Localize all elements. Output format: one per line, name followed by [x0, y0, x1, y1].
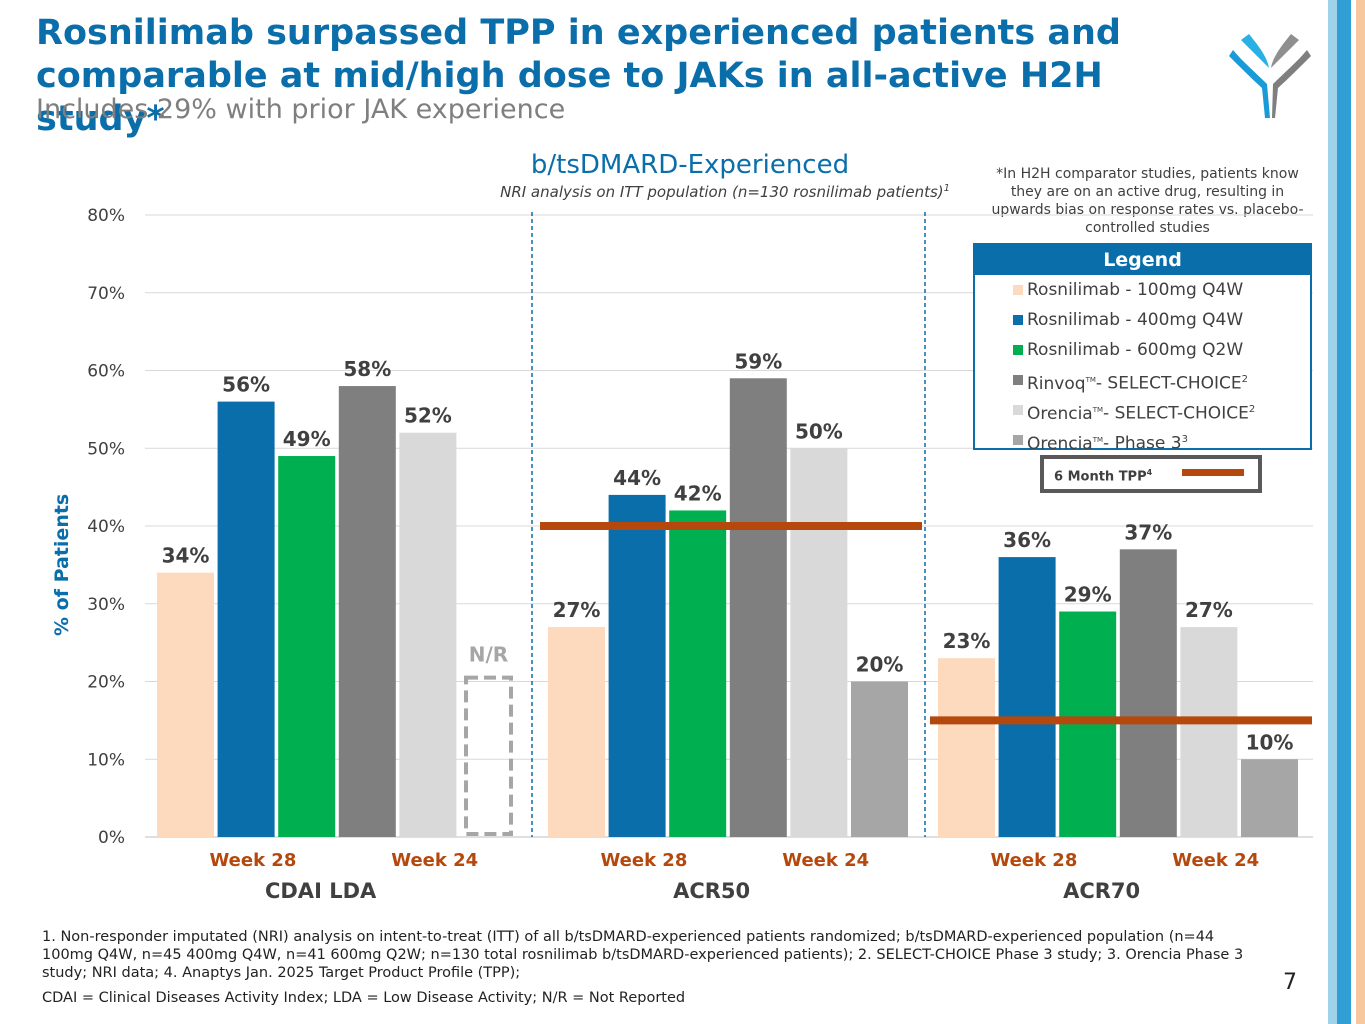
legend-label: Rosnilimab - 100mg Q4W	[1027, 280, 1244, 300]
legend-label: Rosnilimab - 600mg Q2W	[1027, 340, 1244, 360]
legend-item: RinvoqTM- SELECT-CHOICE2	[975, 365, 1310, 395]
bar	[399, 432, 457, 837]
bar	[729, 378, 787, 837]
group-label: ACR70	[1063, 879, 1140, 903]
h2h-note: *In H2H comparator studies, patients kno…	[991, 166, 1304, 236]
bar	[998, 557, 1056, 837]
group-label: ACR50	[673, 879, 750, 903]
bar-data-label: 50%	[795, 419, 843, 443]
legend-label: Rosnilimab - 400mg Q4W	[1027, 310, 1244, 330]
tpp-line-swatch	[1182, 469, 1244, 476]
legend: Legend Rosnilimab - 100mg Q4W Rosnilimab …	[973, 243, 1312, 454]
bar-data-label: 34%	[162, 544, 210, 568]
tpp-label: 6 Month TPP4	[1054, 468, 1153, 485]
legend-label: Rinvoq	[1027, 373, 1086, 394]
footnote: 1. Non-responder imputated (NRI) analysi…	[42, 929, 1244, 981]
abbreviations: CDAI = Clinical Diseases Activity Index;…	[42, 990, 686, 1006]
bar-data-label: 23%	[943, 629, 991, 653]
y-tick-label: 30%	[87, 595, 125, 615]
legend-label: Orencia	[1027, 403, 1093, 424]
legend-item: Rosnilimab - 600mg Q2W	[975, 335, 1310, 365]
bar-data-label: 56%	[222, 373, 270, 397]
y-tick-label: 80%	[87, 206, 125, 226]
legend-swatch	[1013, 405, 1023, 415]
bar	[608, 494, 666, 837]
bar-data-label: 44%	[613, 466, 661, 490]
legend-swatch	[1013, 345, 1023, 355]
week-label: Week 28	[209, 850, 296, 871]
legend-item: Rosnilimab - 400mg Q4W	[975, 305, 1310, 335]
legend-heading: Legend	[975, 245, 1310, 275]
y-axis-label: % of Patients	[51, 494, 73, 636]
y-tick-label: 60%	[87, 362, 125, 382]
group-label: CDAI LDA	[265, 879, 377, 903]
week-label: Week 28	[600, 850, 687, 871]
bar	[278, 456, 336, 837]
bar	[1180, 627, 1238, 837]
bar-data-label: 37%	[1124, 520, 1172, 544]
week-label: Week 28	[990, 850, 1077, 871]
week-label: Week 24	[391, 850, 478, 871]
week-label: Week 24	[782, 850, 869, 871]
bar	[217, 401, 275, 837]
legend-swatch	[1013, 435, 1023, 445]
legend-swatch	[1013, 315, 1023, 325]
bar	[157, 572, 214, 837]
week-label: Week 24	[1172, 850, 1259, 871]
bar-data-label: 49%	[283, 427, 331, 451]
side-stripe-peach	[1356, 0, 1365, 1024]
tpp-legend: 6 Month TPP4	[1040, 455, 1262, 493]
bar-data-label: 10%	[1246, 730, 1294, 754]
bar	[338, 386, 396, 837]
legend-item: OrenciaTM- Phase 33	[975, 425, 1310, 455]
bar-data-label: 36%	[1003, 528, 1051, 552]
bar	[1119, 549, 1177, 837]
y-tick-label: 0%	[98, 828, 125, 848]
slide-subtitle: Includes 29% with prior JAK experience	[36, 94, 566, 125]
bar-data-label: 27%	[553, 598, 601, 622]
y-tick-label: 70%	[87, 284, 125, 304]
bar-data-label: 52%	[404, 404, 452, 428]
bar	[938, 658, 995, 837]
legend-swatch	[1013, 375, 1023, 385]
legend-label: Orencia	[1027, 433, 1093, 454]
legend-item: Rosnilimab - 100mg Q4W	[975, 275, 1310, 305]
company-logo	[1229, 34, 1311, 118]
y-tick-label: 20%	[87, 673, 125, 693]
bar	[548, 627, 605, 837]
legend-swatch	[1013, 285, 1023, 295]
bar	[669, 510, 727, 837]
chart-subtitle: NRI analysis on ITT population (n=130 ro…	[500, 183, 950, 201]
legend-items: Rosnilimab - 100mg Q4W Rosnilimab - 400mg…	[975, 275, 1310, 455]
bar-data-label: 27%	[1185, 598, 1233, 622]
bar-chart: 0% 10% 20% 30% 40% 50% 60% 70% 80% % of Patients 3…	[51, 206, 1313, 903]
page-number: 7	[1283, 970, 1297, 995]
y-tick-label: 10%	[87, 750, 125, 770]
bar-data-label: 42%	[674, 481, 722, 505]
y-tick-label: 50%	[87, 439, 125, 459]
y-tick-label: 40%	[87, 517, 125, 537]
bar-data-label: 29%	[1064, 583, 1112, 607]
side-stripe-blue	[1337, 0, 1351, 1024]
legend-item: OrenciaTM- SELECT-CHOICE2	[975, 395, 1310, 425]
bar-data-label: 59%	[734, 349, 782, 373]
bar	[1241, 759, 1298, 837]
chart-title: b/tsDMARD-Experienced	[530, 150, 850, 180]
bar-data-label: N/R	[469, 643, 508, 667]
side-stripe-light	[1328, 0, 1337, 1024]
bar-data-label: 20%	[856, 653, 904, 677]
bar	[851, 681, 908, 837]
bar	[790, 448, 848, 837]
nr-placeholder	[464, 675, 513, 836]
slide-title: Rosnilimab surpassed TPP in experienced …	[36, 13, 1121, 139]
bar-data-label: 58%	[343, 357, 391, 381]
